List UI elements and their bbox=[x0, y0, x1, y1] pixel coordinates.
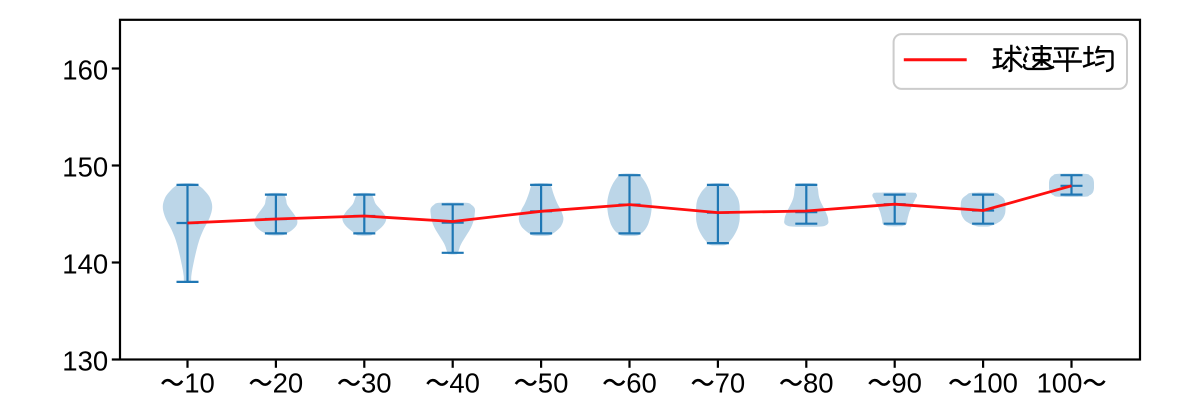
svg-text:80: 80 bbox=[803, 368, 834, 399]
svg-text:30: 30 bbox=[361, 368, 392, 399]
svg-text:150: 150 bbox=[62, 152, 108, 183]
svg-text:20: 20 bbox=[273, 368, 304, 399]
svg-text:10: 10 bbox=[184, 368, 215, 399]
svg-text:40: 40 bbox=[449, 368, 480, 399]
svg-text:100: 100 bbox=[972, 368, 1018, 399]
svg-text:50: 50 bbox=[538, 368, 569, 399]
svg-text:60: 60 bbox=[626, 368, 657, 399]
svg-text:140: 140 bbox=[62, 249, 108, 280]
svg-text:130: 130 bbox=[62, 346, 108, 377]
svg-text:160: 160 bbox=[62, 55, 108, 86]
svg-text:100: 100 bbox=[1037, 368, 1083, 399]
svg-text:70: 70 bbox=[715, 368, 746, 399]
svg-text:90: 90 bbox=[891, 368, 922, 399]
